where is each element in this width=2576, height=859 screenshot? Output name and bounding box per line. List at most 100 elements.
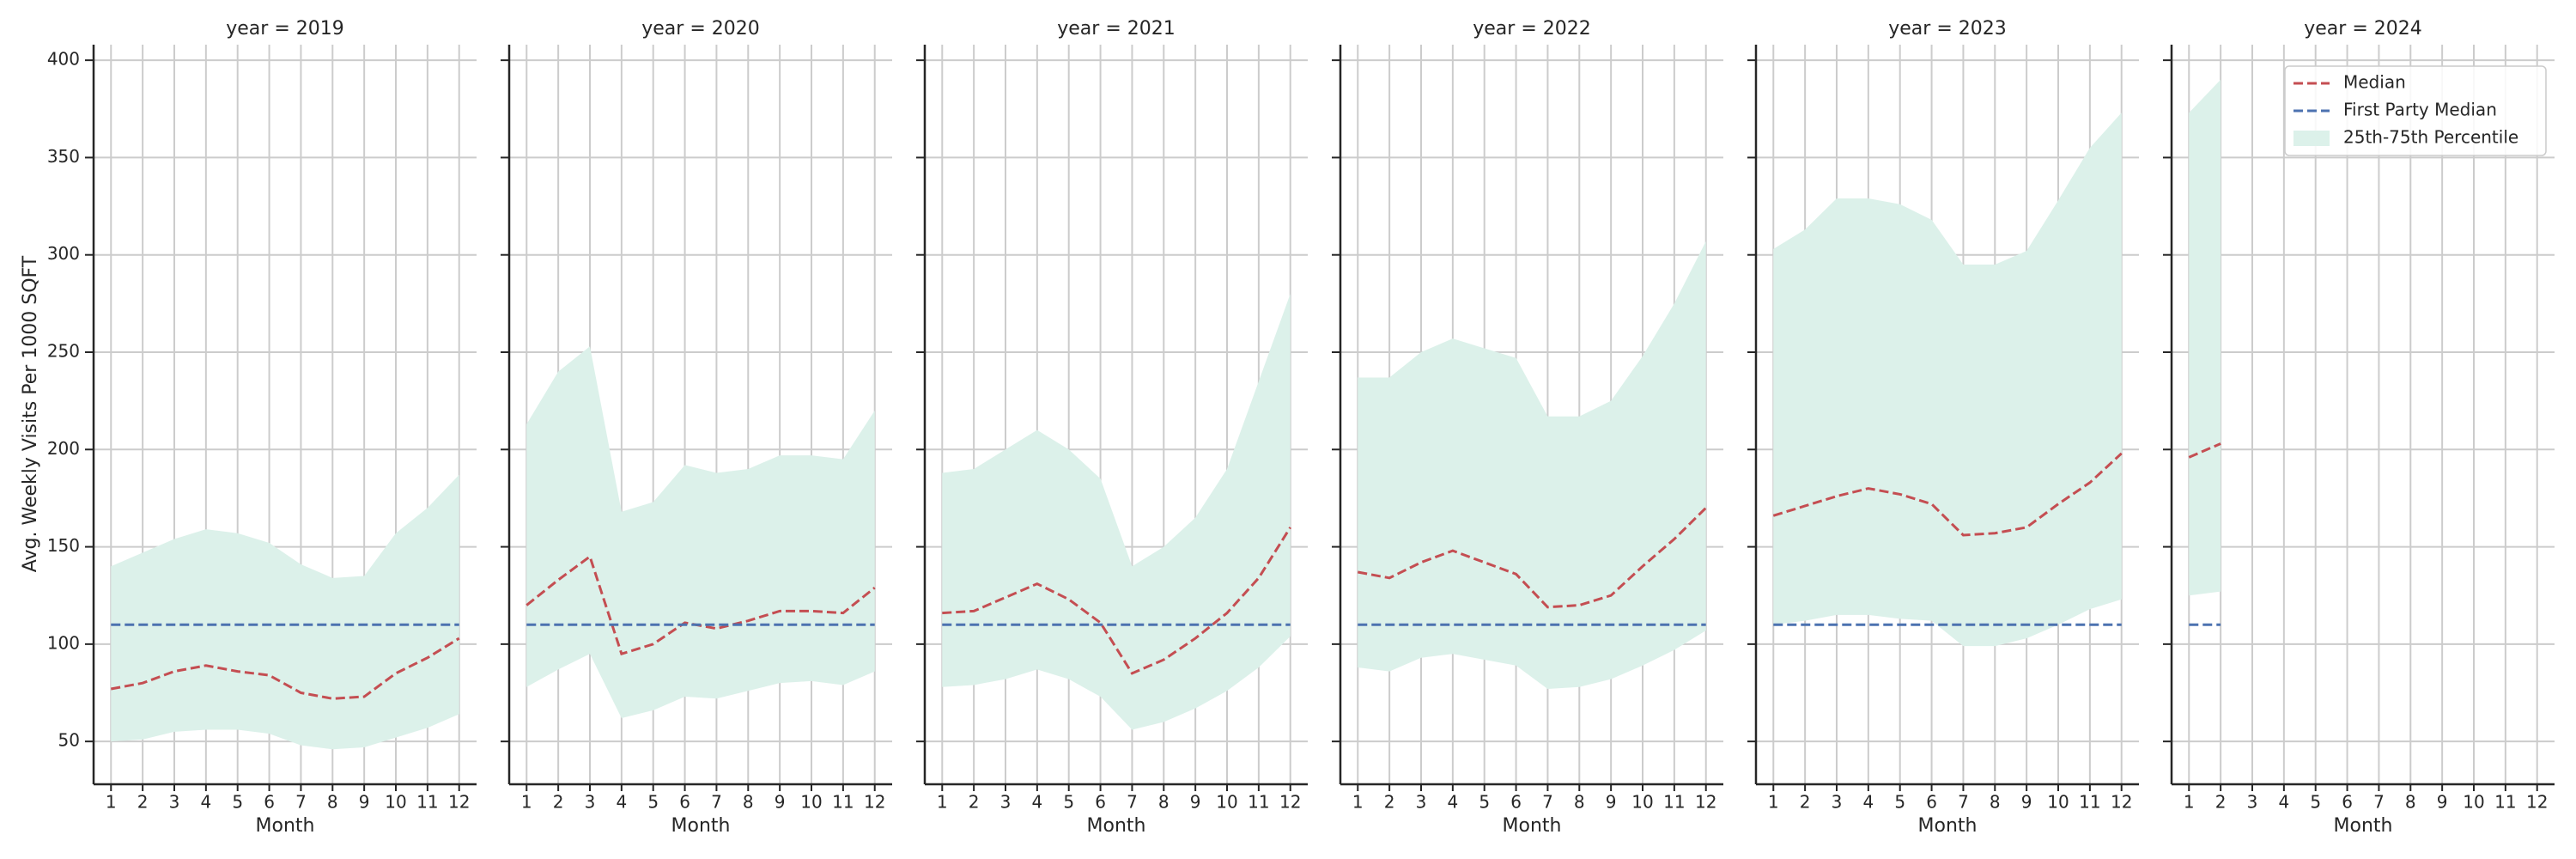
x-tick-label: 8	[743, 792, 754, 813]
x-tick-label: 7	[295, 792, 307, 813]
legend: Median First Party Median 25th-75th Percen…	[2284, 65, 2547, 156]
x-tick-label: 2	[2215, 792, 2227, 813]
x-axis-label: Month	[1087, 815, 1146, 837]
x-tick-label: 11	[1248, 792, 1269, 813]
x-tick-label: 9	[359, 792, 370, 813]
series-line	[2188, 442, 2221, 459]
x-axis-label: Month	[256, 815, 315, 837]
band-area	[1773, 113, 2122, 647]
x-tick-label: 12	[2111, 792, 2132, 813]
x-tick-label: 2	[553, 792, 564, 813]
x-tick-label: 3	[1000, 792, 1012, 813]
x-tick-label: 1	[1352, 792, 1364, 813]
x-axis-label: Month	[2334, 815, 2393, 837]
legend-label: First Party Median	[2343, 100, 2497, 120]
x-tick-label: 3	[585, 792, 596, 813]
x-tick-label: 5	[1894, 792, 1905, 813]
y-tick-label: 200	[47, 438, 80, 459]
x-tick-label: 5	[1479, 792, 1490, 813]
band-area	[111, 474, 459, 750]
y-tick-label: 250	[47, 340, 80, 361]
x-tick-label: 3	[2247, 792, 2258, 813]
y-axis-label: Avg. Weekly Visits Per 1000 SQFT	[20, 255, 41, 572]
x-tick-label: 4	[616, 792, 627, 813]
x-tick-label: 8	[327, 792, 338, 813]
x-tick-label: 12	[1695, 792, 1716, 813]
x-tick-label: 8	[1990, 792, 2001, 813]
legend-label: Median	[2343, 72, 2406, 93]
x-tick-label: 4	[1031, 792, 1042, 813]
band-area	[526, 346, 875, 718]
x-tick-label: 5	[647, 792, 659, 813]
series-line	[1357, 507, 1707, 609]
x-tick-label: 5	[2310, 792, 2321, 813]
x-tick-label: 11	[2079, 792, 2100, 813]
y-tick-label: 350	[47, 146, 80, 167]
x-tick-label: 11	[1663, 792, 1685, 813]
x-tick-label: 4	[1862, 792, 1874, 813]
x-tick-label: 9	[2437, 792, 2448, 813]
panel-title: year = 2022	[1473, 18, 1591, 40]
x-tick-label: 10	[1631, 792, 1653, 813]
x-tick-label: 7	[1958, 792, 1969, 813]
y-tick-label: 150	[47, 535, 80, 556]
x-tick-label: 2	[1800, 792, 1811, 813]
x-tick-label: 12	[448, 792, 470, 813]
x-tick-label: 6	[679, 792, 690, 813]
panel-title: year = 2021	[1057, 18, 1176, 40]
series-line	[942, 527, 1292, 675]
x-tick-label: 1	[937, 792, 948, 813]
x-tick-label: 9	[1606, 792, 1617, 813]
x-tick-label: 8	[1158, 792, 1170, 813]
x-tick-label: 2	[137, 792, 149, 813]
x-tick-label: 10	[2047, 792, 2069, 813]
x-tick-label: 2	[1384, 792, 1395, 813]
x-tick-label: 4	[200, 792, 211, 813]
y-tick-label: 50	[58, 730, 80, 751]
x-tick-label: 3	[1832, 792, 1843, 813]
x-tick-label: 10	[2463, 792, 2484, 813]
x-tick-label: 7	[1127, 792, 1138, 813]
legend-box	[2284, 65, 2547, 156]
band-area	[942, 294, 1291, 730]
x-tick-label: 8	[2405, 792, 2416, 813]
x-tick-label: 7	[1542, 792, 1553, 813]
band-area	[2189, 79, 2221, 596]
x-tick-label: 1	[1768, 792, 1779, 813]
x-axis-label: Month	[671, 815, 731, 837]
panel-title: year = 2020	[641, 18, 760, 40]
x-tick-label: 9	[775, 792, 786, 813]
series-line	[1772, 452, 2123, 537]
y-tick-label: 100	[47, 632, 80, 653]
x-tick-label: 6	[1510, 792, 1522, 813]
x-tick-label: 1	[106, 792, 117, 813]
band-area	[1358, 241, 1706, 689]
x-tick-label: 3	[1416, 792, 1427, 813]
x-tick-label: 5	[1063, 792, 1074, 813]
x-tick-label: 6	[2342, 792, 2353, 813]
legend-swatch	[2293, 131, 2330, 146]
x-tick-label: 9	[1190, 792, 1201, 813]
panel-title: year = 2023	[1888, 18, 2007, 40]
x-tick-label: 2	[969, 792, 980, 813]
series-line	[111, 637, 460, 700]
x-tick-label: 4	[2278, 792, 2289, 813]
x-tick-label: 11	[416, 792, 438, 813]
x-tick-label: 6	[1926, 792, 1937, 813]
x-tick-label: 1	[521, 792, 532, 813]
x-tick-label: 11	[2494, 792, 2516, 813]
x-tick-label: 12	[1279, 792, 1301, 813]
x-tick-label: 6	[264, 792, 275, 813]
x-tick-label: 10	[385, 792, 406, 813]
y-tick-label: 300	[47, 243, 80, 264]
x-tick-label: 11	[832, 792, 854, 813]
x-tick-label: 10	[800, 792, 822, 813]
x-tick-label: 7	[711, 792, 722, 813]
y-tick-label: 400	[47, 49, 80, 70]
x-tick-label: 3	[169, 792, 180, 813]
panel-title: year = 2024	[2304, 18, 2422, 40]
x-tick-label: 10	[1216, 792, 1237, 813]
x-tick-label: 7	[2373, 792, 2385, 813]
